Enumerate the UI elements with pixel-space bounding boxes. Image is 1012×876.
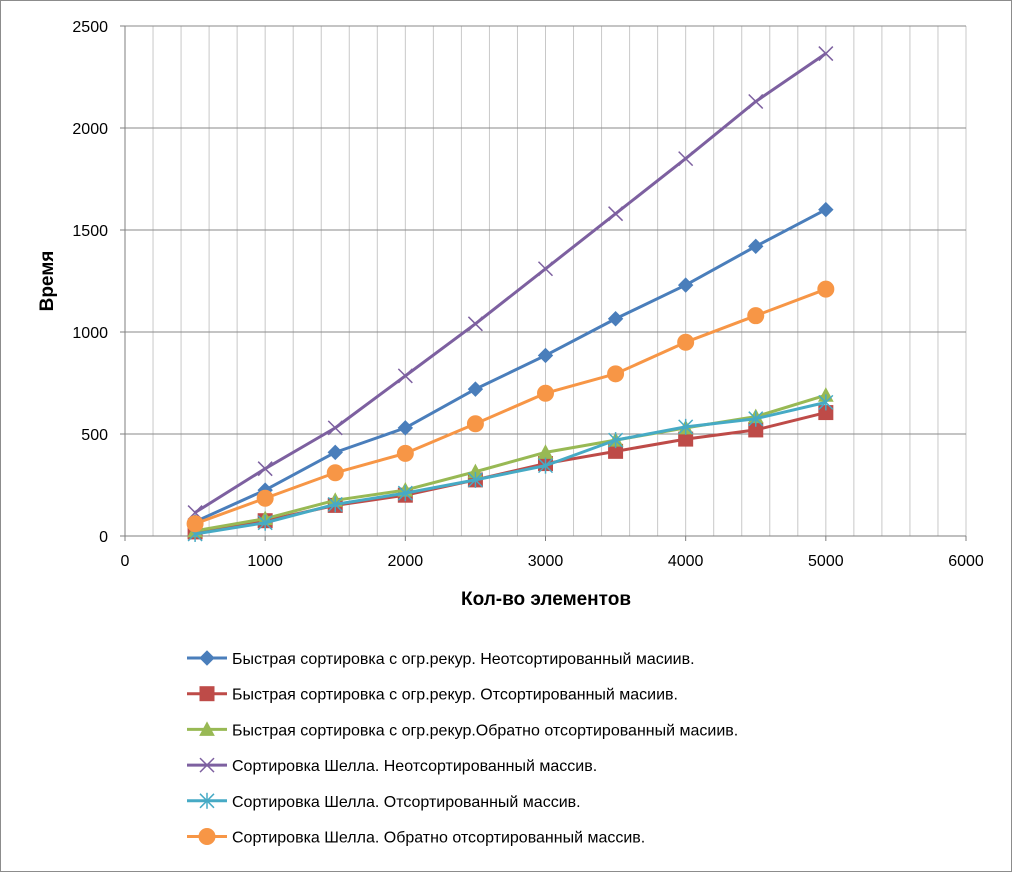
y-tick-label: 1500 <box>72 223 108 240</box>
data-point <box>326 464 344 482</box>
series-layer <box>186 46 835 542</box>
data-point <box>199 757 215 773</box>
data-point <box>199 792 215 809</box>
legend-label: Сортировка Шелла. Неотсортированный масс… <box>232 758 597 775</box>
y-axis-title: Время <box>37 251 58 312</box>
x-tick-label: 4000 <box>668 553 704 570</box>
data-point <box>257 514 273 531</box>
legend-label: Быстрая сортировка с огр.рекур. Отсортир… <box>232 687 678 704</box>
data-point <box>537 384 554 402</box>
series-4 <box>187 46 834 521</box>
data-point <box>678 151 694 167</box>
series-line <box>194 393 827 533</box>
data-point <box>748 238 764 255</box>
data-point <box>397 485 413 502</box>
data-point <box>199 650 215 666</box>
legend-item: Быстрая сортировка с огр.рекур.Обратно о… <box>187 721 738 739</box>
x-tick-label: 1000 <box>247 553 283 570</box>
data-point <box>256 489 274 507</box>
data-point <box>747 307 765 325</box>
legend-item: Быстрая сортировка с огр.рекур. Неотсорт… <box>187 650 695 668</box>
series-1 <box>187 201 834 530</box>
data-point <box>608 206 624 222</box>
x-tick-label: 3000 <box>528 553 564 570</box>
data-point <box>257 461 273 477</box>
data-point <box>199 721 215 736</box>
grid-lines <box>124 25 967 537</box>
data-point <box>748 410 764 427</box>
data-point <box>818 394 834 411</box>
data-point <box>467 381 484 397</box>
data-point <box>467 316 483 332</box>
data-point <box>466 415 484 433</box>
data-point <box>607 365 625 383</box>
data-point <box>537 261 554 277</box>
series-line <box>194 287 827 526</box>
legend-label: Быстрая сортировка с огр.рекур.Обратно о… <box>232 722 738 739</box>
data-point <box>199 686 215 702</box>
data-point <box>467 471 483 488</box>
series-6 <box>186 280 835 533</box>
y-axis-ticks: 0 500 1000 1500 2000 2500 <box>72 19 125 546</box>
legend-label: Быстрая сортировка с огр.рекур. Неотсорт… <box>232 651 695 668</box>
data-point <box>748 93 764 110</box>
data-point <box>537 457 554 474</box>
y-tick-label: 0 <box>99 529 108 546</box>
x-tick-label: 0 <box>121 553 130 570</box>
data-point <box>607 311 624 327</box>
data-point <box>397 420 414 436</box>
series-line <box>194 400 827 536</box>
legend-item: Быстрая сортировка с огр.рекур. Отсортир… <box>187 686 678 704</box>
x-tick-label: 5000 <box>808 553 844 570</box>
y-tick-label: 2000 <box>72 121 108 138</box>
data-point <box>818 46 834 62</box>
series-5 <box>187 394 834 542</box>
data-point <box>327 444 343 461</box>
x-axis-title: Кол-во элементов <box>461 589 631 610</box>
data-point <box>678 418 694 435</box>
x-tick-label: 6000 <box>948 553 984 570</box>
y-tick-label: 2500 <box>72 19 108 36</box>
data-point <box>327 420 343 436</box>
data-point <box>677 277 694 293</box>
data-point <box>396 444 414 462</box>
legend-label: Сортировка Шелла. Обратно отсортированны… <box>232 830 645 847</box>
y-tick-label: 1000 <box>72 325 108 342</box>
series-3 <box>187 387 834 538</box>
x-tick-label: 2000 <box>388 553 424 570</box>
data-point <box>327 496 343 513</box>
legend-item: Сортировка Шелла. Обратно отсортированны… <box>187 828 645 847</box>
y-tick-label: 500 <box>81 427 108 444</box>
data-point <box>186 515 204 533</box>
data-point <box>818 201 834 218</box>
legend: Быстрая сортировка с огр.рекур. Неотсорт… <box>187 650 738 847</box>
data-point <box>817 280 835 298</box>
series-line <box>194 52 827 514</box>
legend-label: Сортировка Шелла. Отсортированный массив… <box>232 794 581 811</box>
data-point <box>397 368 413 384</box>
legend-item: Сортировка Шелла. Отсортированный массив… <box>187 792 581 811</box>
data-point <box>608 432 624 449</box>
legend-item: Сортировка Шелла. Неотсортированный масс… <box>187 757 597 775</box>
data-point <box>677 333 695 351</box>
x-axis-ticks: 0 1000 2000 3000 4000 5000 6000 <box>121 536 984 570</box>
series-line <box>194 208 827 524</box>
data-point <box>537 347 554 364</box>
data-point <box>198 828 216 845</box>
